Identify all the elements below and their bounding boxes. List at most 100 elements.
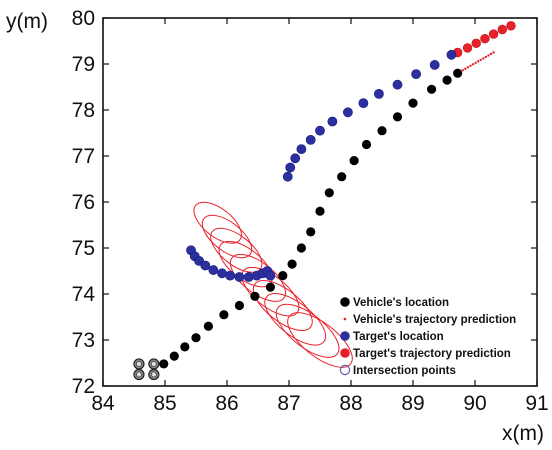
target-location-point xyxy=(358,98,369,108)
vehicle-location-point xyxy=(349,156,359,166)
vehicle-prediction-point xyxy=(464,67,467,70)
target-location-point xyxy=(285,162,296,173)
vehicle-location-point xyxy=(169,351,179,361)
vehicle-location-point xyxy=(219,310,229,320)
vehicle-location-point xyxy=(361,139,372,150)
vehicle-location-point xyxy=(427,84,437,94)
vehicle-location-point xyxy=(265,282,275,292)
x-tick-label: 89 xyxy=(401,392,424,415)
vehicle-prediction-point xyxy=(469,64,472,68)
legend-marker xyxy=(340,331,350,341)
x-tick-label: 87 xyxy=(277,392,300,415)
target-location-point xyxy=(315,125,325,136)
vehicle-prediction-point xyxy=(484,55,488,59)
vehicle-location-point xyxy=(180,342,190,352)
x-axis-label: x(m) xyxy=(502,422,544,445)
legend-marker xyxy=(340,297,350,307)
chart-marks xyxy=(133,21,516,381)
vehicle-prediction-point xyxy=(487,54,490,57)
vehicle-location-point xyxy=(278,271,288,281)
y-tick-label: 75 xyxy=(72,237,95,260)
vehicle-prediction-point xyxy=(471,63,475,66)
intersection-point-inner xyxy=(150,360,157,367)
vehicle-prediction-point xyxy=(482,57,485,60)
target-location-point xyxy=(290,153,301,164)
target-prediction-point xyxy=(480,33,490,44)
y-tick-label: 73 xyxy=(72,329,95,352)
vehicle-location-point xyxy=(191,333,201,343)
y-tick-label: 80 xyxy=(72,7,95,30)
target-location-point xyxy=(282,171,293,182)
intersection-point-inner xyxy=(135,360,142,367)
x-tick-label: 85 xyxy=(153,392,176,415)
axis-ticks: 84 85 86 87 88 89 90 91 72 73 74 75 76 77 78 79 80 xyxy=(72,7,549,415)
x-tick-label: 91 xyxy=(525,392,548,415)
vehicle-location-point xyxy=(296,243,306,253)
y-axis-label: y(m) xyxy=(6,10,48,33)
vehicle-location-point xyxy=(337,172,347,182)
target-location-point xyxy=(305,134,316,145)
vehicle-prediction-point xyxy=(474,61,477,65)
target-location-point xyxy=(373,89,384,99)
legend-marker xyxy=(343,317,347,321)
legend-label: Target's location xyxy=(353,331,444,343)
target-location-point xyxy=(411,69,421,80)
legend-marker xyxy=(340,348,350,358)
vehicle-prediction-point xyxy=(461,69,464,72)
target-prediction-ellipse xyxy=(287,312,353,368)
target-location-point xyxy=(265,270,276,281)
plot-frame xyxy=(102,17,538,387)
vehicle-prediction-point xyxy=(479,58,482,62)
vehicle-prediction-point xyxy=(476,60,480,63)
vehicle-location-point xyxy=(392,112,403,122)
legend-marker xyxy=(339,364,351,376)
vehicle-location-point xyxy=(159,359,169,369)
target-location-point xyxy=(200,260,211,271)
vehicle-location-point xyxy=(324,188,334,198)
target-prediction-point xyxy=(462,43,473,53)
y-tick-label: 72 xyxy=(72,375,95,398)
vehicle-location-point xyxy=(315,206,325,216)
target-location-point xyxy=(296,144,307,154)
vehicle-prediction-point xyxy=(489,52,493,56)
x-tick-label: 86 xyxy=(215,392,238,415)
target-location-point xyxy=(342,107,353,118)
y-tick-label: 76 xyxy=(72,191,95,214)
vehicle-location-point xyxy=(234,300,244,311)
vehicle-location-point xyxy=(408,98,418,108)
target-prediction-ellipse xyxy=(252,280,313,331)
vehicle-location-point xyxy=(203,321,213,331)
intersection-point-inner xyxy=(135,371,142,378)
target-prediction-ellipse xyxy=(230,253,286,302)
legend-label: Vehicle's location xyxy=(353,297,449,309)
legend-label: Vehicle's trajectory prediction xyxy=(353,314,516,326)
target-location-point xyxy=(243,272,254,282)
target-prediction-point xyxy=(471,38,481,48)
vehicle-location-point xyxy=(453,68,463,78)
vehicle-location-point xyxy=(306,227,316,237)
vehicle-location-point xyxy=(250,291,260,301)
target-location-point xyxy=(208,265,219,275)
legend-label: Intersection points xyxy=(353,365,456,377)
vehicle-location-point xyxy=(287,259,297,269)
target-location-point xyxy=(217,268,227,279)
vehicle-location-point xyxy=(442,75,452,85)
vehicle-prediction-point xyxy=(466,66,470,69)
target-location-point xyxy=(234,272,245,282)
y-tick-label: 78 xyxy=(72,99,95,122)
target-prediction-ellipse xyxy=(201,214,253,259)
y-tick-label: 74 xyxy=(72,283,96,306)
legend-label: Target's trajectory prediction xyxy=(353,348,511,360)
x-tick-label: 88 xyxy=(339,392,362,415)
y-tick-label: 79 xyxy=(72,53,95,76)
intersection-point-inner xyxy=(150,371,157,378)
target-location-point xyxy=(446,49,457,60)
x-tick-label: 84 xyxy=(91,392,115,415)
target-location-point xyxy=(392,79,403,90)
target-prediction-point xyxy=(497,24,507,35)
y-tick-label: 77 xyxy=(72,145,95,168)
vehicle-location-point xyxy=(377,126,387,136)
legend: Vehicle's location Vehicle's trajectory p… xyxy=(339,297,516,377)
target-location-point xyxy=(429,60,440,70)
